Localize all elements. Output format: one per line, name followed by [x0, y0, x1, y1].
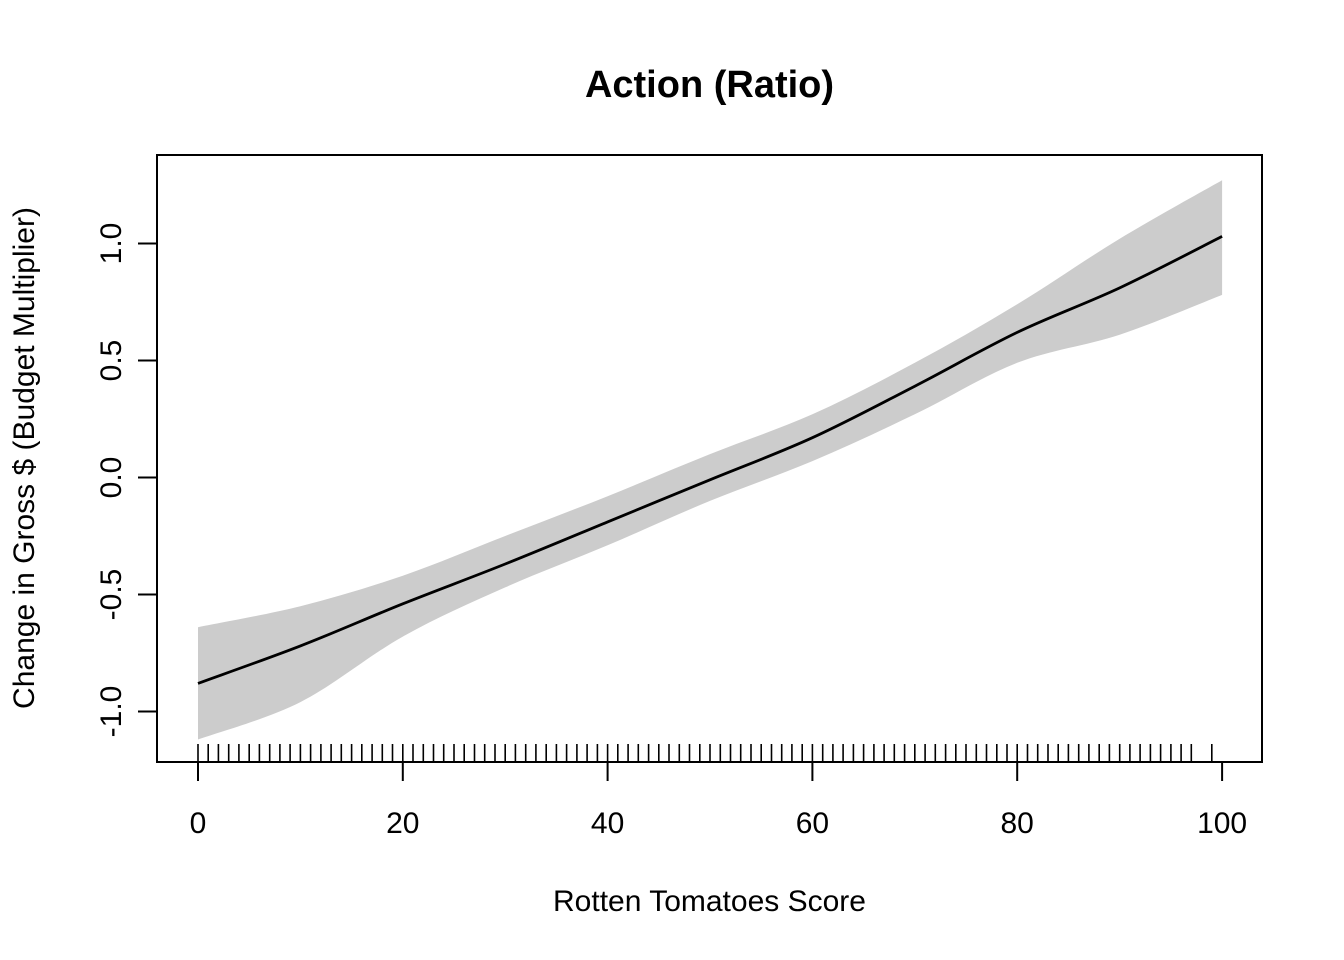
rug-layer — [197, 744, 1213, 762]
fit-line — [197, 235, 1223, 685]
y-tick-label: 0.0 — [95, 457, 128, 499]
y-tick-label: -0.5 — [95, 569, 128, 621]
x-axis-label: Rotten Tomatoes Score — [553, 885, 866, 918]
y-axis-label: Change in Gross $ (Budget Multiplier) — [8, 207, 41, 709]
confidence-band — [198, 180, 1223, 740]
x-tick-label: 20 — [386, 807, 419, 840]
y-tick-label: -1.0 — [95, 686, 128, 738]
y-tick-label: 0.5 — [95, 340, 128, 382]
plot-border-box — [156, 154, 1263, 763]
fit-line-layer — [197, 235, 1223, 685]
y-axis: -1.0 -0.5 0.0 0.5 1.0 — [95, 223, 157, 738]
x-tick-label: 100 — [1197, 807, 1247, 840]
confidence-band-layer — [198, 180, 1223, 740]
x-axis: 0 20 40 60 80 100 — [190, 762, 1247, 840]
x-tick-label: 40 — [591, 807, 624, 840]
x-tick-label: 80 — [1001, 807, 1034, 840]
x-tick-label: 60 — [796, 807, 829, 840]
chart-title: Action (Ratio) — [585, 64, 834, 106]
y-tick-label: 1.0 — [95, 223, 128, 265]
x-tick-label: 0 — [190, 807, 207, 840]
